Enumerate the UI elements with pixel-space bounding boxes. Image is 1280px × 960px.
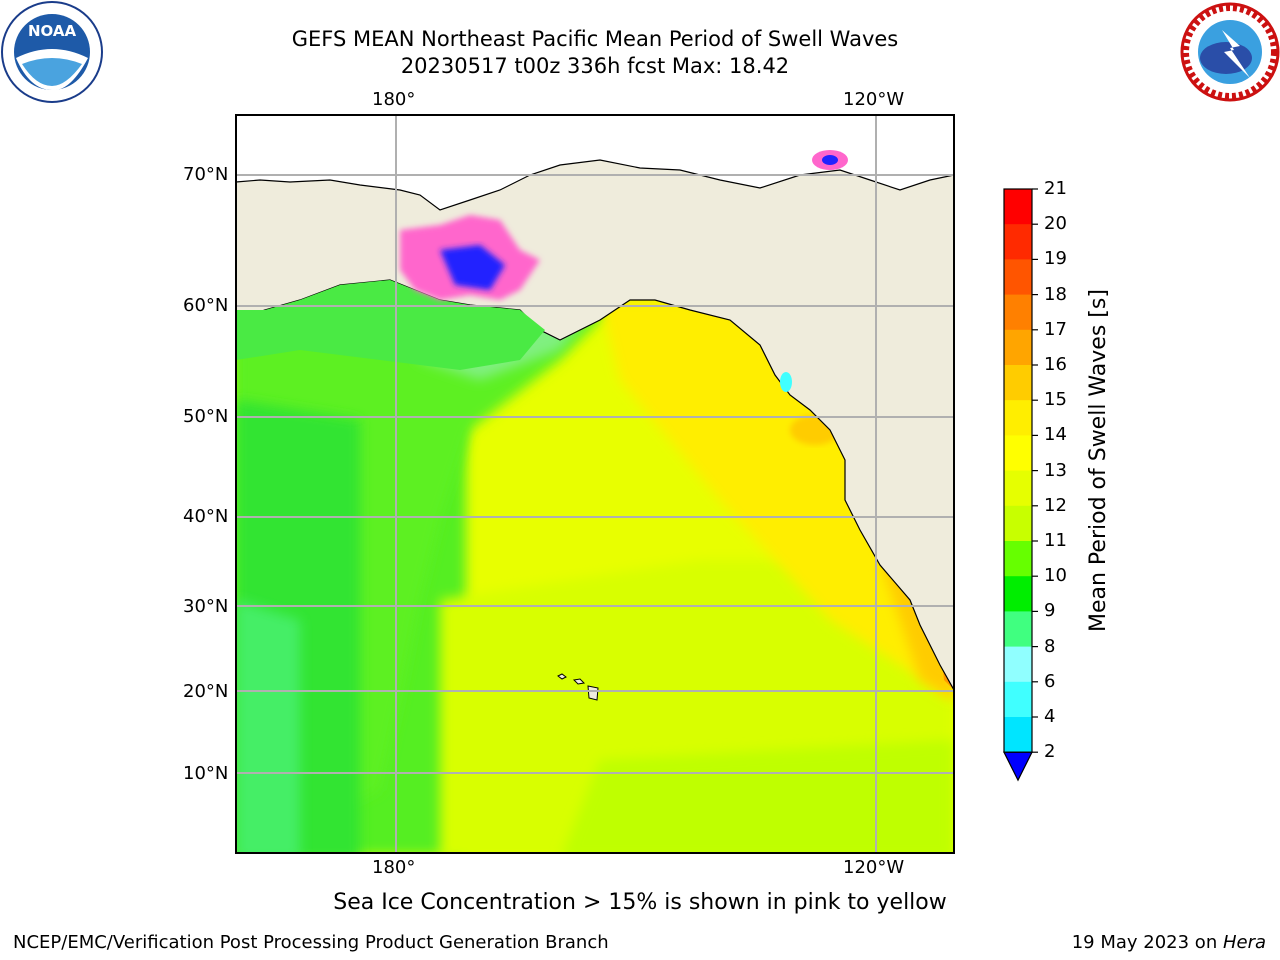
colorbar-bin	[1004, 294, 1032, 331]
colorbar-bin	[1004, 224, 1032, 260]
colorbar-bin	[1004, 611, 1032, 648]
footer-credit: NCEP/EMC/Verification Post Processing Pr…	[13, 932, 609, 953]
colorbar-tick-label: 6	[1044, 670, 1056, 692]
colorbar-bin	[1004, 470, 1032, 507]
colorbar-tick-label: 11	[1044, 530, 1067, 551]
lon-tick-bottom-120w: 120°W	[843, 857, 905, 878]
colorbar-tick-label: 8	[1044, 635, 1056, 657]
lat-tick-30n: 30°N	[183, 596, 229, 617]
noaa-logo-icon: NOAA	[1, 1, 103, 103]
sea-ice-caption: Sea Ice Concentration > 15% is shown in …	[333, 890, 947, 915]
colorbar-bin	[1004, 505, 1032, 542]
map-area	[236, 115, 954, 853]
footer-date-text: 19 May 2023 on	[1071, 932, 1223, 953]
lat-tick-40n: 40°N	[183, 506, 229, 527]
colorbar-tick-label: 19	[1044, 248, 1067, 270]
map-frame	[235, 114, 955, 854]
lat-tick-60n: 60°N	[183, 295, 229, 316]
colorbar-bin	[1004, 189, 1032, 225]
colorbar-tick-label: 13	[1044, 459, 1067, 481]
colorbar-bin	[1004, 646, 1032, 683]
lat-tick-20n: 20°N	[183, 681, 229, 702]
noaa-logo-text: NOAA	[28, 22, 77, 40]
colorbar-tick-label: 16	[1044, 354, 1067, 375]
colorbar-bin	[1004, 717, 1032, 753]
colorbar-bin	[1004, 541, 1032, 577]
nws-logo-icon	[1180, 2, 1280, 102]
colorbar-bin	[1004, 365, 1032, 401]
colorbar-tick-label: 20	[1044, 213, 1067, 235]
colorbar-tick-label: 12	[1044, 494, 1067, 516]
footer-date: 19 May 2023 on Hera	[1072, 932, 1266, 953]
colorbar-tick-label: 14	[1044, 424, 1067, 446]
colorbar-bin	[1004, 435, 1032, 472]
colorbar-tick-label: 18	[1044, 283, 1067, 305]
colorbar-bin	[1004, 329, 1032, 366]
colorbar	[1003, 188, 1038, 782]
colorbar-bin	[1004, 259, 1032, 296]
colorbar-tick-label: 9	[1044, 600, 1056, 622]
map-subtitle: 20230517 t00z 336h fcst Max: 18.42	[400, 54, 790, 78]
map-gridlines	[236, 115, 954, 853]
lon-tick-top-180: 180°	[372, 89, 416, 110]
colorbar-tick-label: 10	[1044, 565, 1067, 587]
colorbar-extend-min	[1003, 751, 1033, 782]
colorbar-bin	[1004, 681, 1032, 718]
colorbar-label: Mean Period of Swell Waves [s]	[1086, 289, 1111, 632]
colorbar-tick-label: 17	[1044, 318, 1067, 340]
colorbar-tick-label: 15	[1044, 389, 1067, 411]
footer-host: Hera	[1222, 932, 1266, 953]
colorbar-bin	[1004, 576, 1032, 612]
lat-tick-10n: 10°N	[183, 763, 229, 784]
lat-tick-70n: 70°N	[183, 164, 229, 185]
lon-tick-bottom-180: 180°	[372, 857, 416, 878]
lat-tick-50n: 50°N	[183, 406, 229, 427]
colorbar-tick-label: 2	[1044, 741, 1056, 763]
colorbar-tick-label: 4	[1044, 706, 1056, 727]
colorbar-tick-label: 21	[1044, 178, 1067, 199]
colorbar-bin	[1004, 400, 1032, 436]
map-title: GEFS MEAN Northeast Pacific Mean Period …	[291, 27, 899, 51]
lon-tick-top-120w: 120°W	[843, 89, 905, 110]
